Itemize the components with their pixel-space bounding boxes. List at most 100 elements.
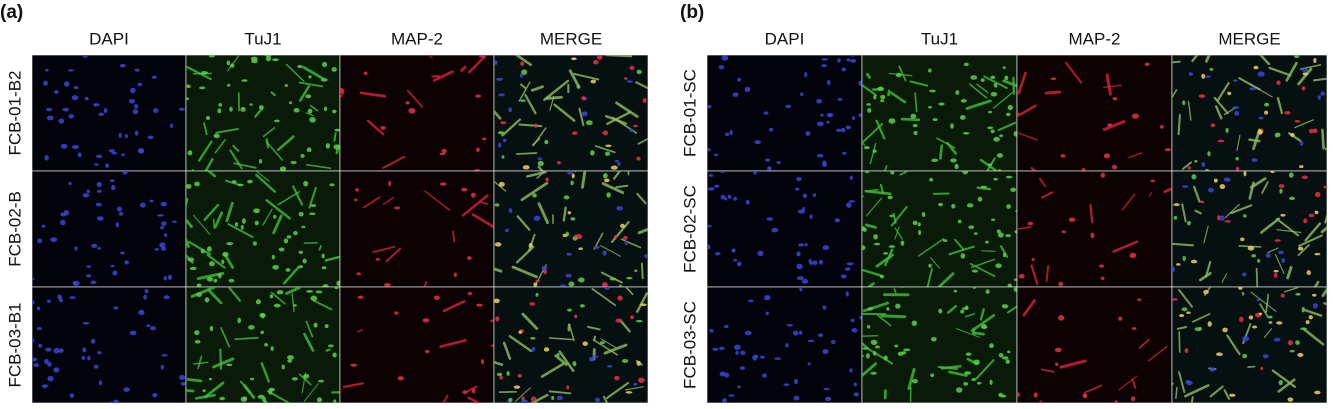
image-tile	[185, 54, 341, 172]
cell	[566, 385, 570, 390]
cell	[602, 173, 608, 179]
neurite	[965, 99, 992, 111]
cell	[111, 184, 116, 191]
cell	[81, 355, 86, 360]
cell	[281, 364, 285, 370]
image-tile	[1171, 286, 1328, 404]
neurite	[197, 355, 203, 369]
neurite	[637, 227, 648, 235]
cells	[354, 180, 494, 287]
cell	[200, 70, 208, 75]
neurite	[999, 245, 1009, 258]
neurite	[884, 248, 894, 267]
cell	[1217, 139, 1225, 143]
cell	[494, 60, 498, 65]
cell	[1160, 124, 1164, 129]
cell	[624, 240, 628, 246]
cell	[609, 277, 617, 281]
cell	[504, 228, 509, 233]
neurite	[1275, 217, 1300, 237]
cell	[879, 274, 885, 279]
cell	[807, 362, 811, 366]
cell	[719, 371, 726, 377]
cell	[973, 232, 978, 235]
cell	[453, 272, 457, 277]
cell	[771, 227, 779, 233]
cell	[278, 247, 285, 252]
neurite	[1148, 191, 1153, 198]
cell	[736, 261, 742, 267]
cell	[130, 87, 136, 94]
cells	[862, 287, 1017, 403]
cell	[877, 86, 884, 91]
cell	[883, 355, 888, 361]
cell	[405, 101, 410, 105]
cell	[721, 55, 729, 61]
neurite	[1190, 396, 1194, 403]
image-tile	[339, 54, 495, 172]
cell	[196, 292, 202, 298]
neurite	[1118, 375, 1138, 391]
cell	[724, 324, 729, 329]
cell	[720, 171, 725, 174]
neurite	[518, 123, 543, 128]
cell	[707, 244, 711, 250]
cell	[96, 189, 102, 193]
cell	[313, 322, 318, 328]
neurite	[471, 213, 494, 228]
cell	[997, 232, 1004, 238]
neurite	[511, 265, 538, 279]
cell	[293, 107, 300, 113]
cell	[237, 317, 242, 324]
neurite	[1177, 113, 1181, 136]
cell	[46, 115, 54, 121]
neurite	[1059, 359, 1087, 369]
cell	[498, 93, 505, 97]
cell	[1173, 215, 1178, 220]
neurite	[359, 91, 387, 98]
cell	[585, 120, 593, 126]
cell	[129, 330, 137, 336]
cell	[1004, 75, 1009, 81]
micrograph	[185, 54, 341, 172]
cell	[1114, 400, 1118, 403]
cell	[1258, 116, 1264, 120]
cell	[840, 127, 846, 133]
cell	[160, 364, 165, 370]
cell	[822, 349, 829, 355]
cell	[461, 187, 468, 192]
cell	[467, 291, 473, 296]
cell	[774, 357, 782, 360]
cell	[62, 107, 70, 112]
cell	[96, 154, 103, 159]
cell	[228, 278, 235, 283]
cell	[247, 179, 253, 184]
cell	[222, 251, 229, 257]
cell	[172, 220, 177, 223]
neurite	[985, 157, 996, 171]
neurite	[214, 139, 226, 154]
cell	[1213, 178, 1218, 183]
neurite	[1163, 187, 1172, 194]
cell	[208, 377, 213, 381]
cell	[1295, 340, 1300, 345]
image-tile	[1016, 170, 1173, 288]
cell	[1299, 140, 1304, 146]
cell	[217, 108, 222, 114]
cell	[219, 396, 226, 401]
neurite	[955, 328, 980, 338]
cell	[43, 80, 48, 86]
neurite	[1083, 384, 1103, 394]
cell	[1033, 392, 1038, 398]
neurite	[1147, 345, 1168, 362]
neurite	[1187, 101, 1192, 121]
cell	[1182, 100, 1186, 106]
neurite	[620, 238, 642, 249]
cell	[1314, 191, 1321, 198]
neurite	[186, 378, 203, 383]
neurite	[1248, 181, 1255, 200]
cell	[1129, 252, 1137, 259]
cell	[960, 309, 965, 314]
cell	[570, 217, 576, 221]
neurite	[494, 109, 502, 120]
